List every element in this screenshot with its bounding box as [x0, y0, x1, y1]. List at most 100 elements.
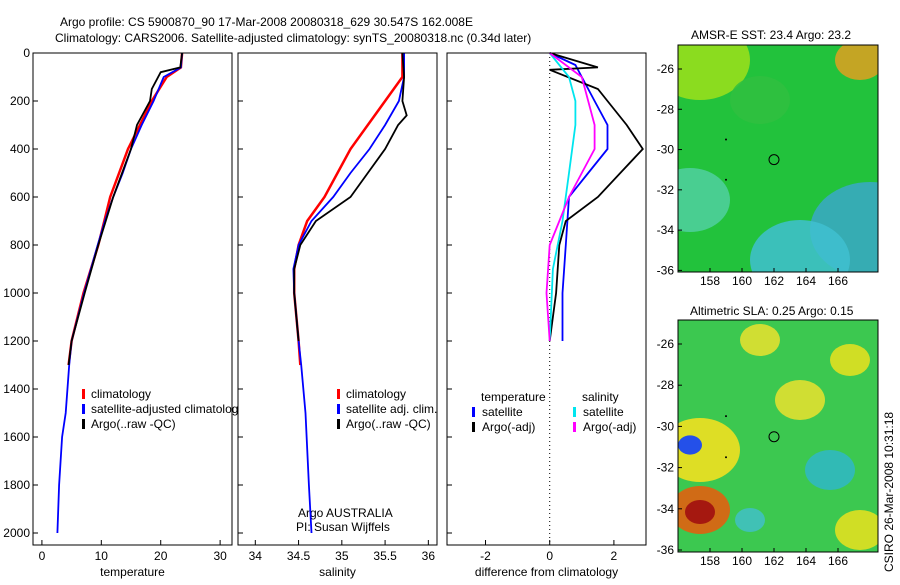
legend-header-salinity: salinity [582, 390, 619, 404]
field-blob [678, 418, 740, 482]
x-tick-label: 30 [213, 549, 227, 563]
float-position-marker [768, 431, 780, 443]
series-line-temperature-argo-adj- [548, 52, 644, 342]
y-tick-label: 1000 [3, 286, 30, 300]
previous-position-dot [725, 138, 727, 141]
y-tick-label: 0 [23, 46, 30, 60]
lat-tick-label: -34 [657, 223, 675, 237]
x-axis-label: difference from climatology [475, 565, 618, 579]
legend-swatch [573, 422, 576, 432]
previous-position-dot [725, 178, 727, 181]
y-tick-label: 400 [10, 142, 30, 156]
field-blob [685, 500, 715, 524]
plot-frame [446, 52, 647, 546]
lon-tick-label: 160 [732, 554, 752, 568]
profile-panel-2: -2 0 2 difference from climatology temperatu… [446, 52, 647, 579]
previous-position-dot [725, 456, 727, 459]
field-blob [740, 324, 780, 356]
lat-tick-label: -28 [657, 378, 675, 392]
lat-tick-label: -28 [657, 102, 675, 116]
legend-swatch [337, 419, 340, 429]
field-blob [830, 344, 870, 376]
legend-swatch [337, 404, 340, 414]
x-tick-label: 35 [335, 549, 349, 563]
map-sst: 158 160 162 164 166 -26 -28 -30 -32 -34 -36 [657, 44, 879, 288]
series-line-climatology [292, 53, 404, 366]
x-tick-label: 34 [249, 549, 263, 563]
lat-tick-label: -32 [657, 183, 675, 197]
y-tick-label: 200 [10, 94, 30, 108]
field-blob [835, 510, 878, 550]
map-title-sst: AMSR-E SST: 23.4 Argo: 23.2 [691, 28, 851, 42]
x-tick-label: 0 [546, 549, 553, 563]
lat-tick-label: -36 [657, 263, 675, 277]
map-frame [677, 44, 879, 273]
legend-swatch [82, 419, 85, 429]
x-axis-label: salinity [319, 565, 356, 579]
profile-panel-0: 0 10 20 30 temperature 0 200 400 600 800 1000 1200 1… [3, 46, 238, 579]
lon-tick-label: 158 [700, 554, 720, 568]
map-title-sla: Altimetric SLA: 0.25 Argo: 0.15 [690, 304, 854, 318]
legend-label: Argo(-adj) [583, 420, 636, 434]
plot-frame [237, 52, 438, 546]
legend-label: Argo(-adj) [482, 420, 535, 434]
legend-swatch [472, 407, 475, 417]
x-tick-label: -2 [480, 549, 491, 563]
legend-swatch [337, 389, 340, 399]
field-blob [730, 76, 790, 124]
x-tick-label: 36 [422, 549, 436, 563]
lat-tick-label: -34 [657, 502, 675, 516]
lon-tick-label: 164 [796, 274, 816, 288]
field-blob [750, 220, 850, 272]
map-field [678, 45, 878, 272]
legend-label: satellite adj. clim. [346, 402, 437, 416]
lon-tick-label: 162 [764, 554, 784, 568]
y-tick-label: 1200 [3, 334, 30, 348]
map-sla: 158 160 162 164 166 -26 -28 -30 -32 -34 -36 [657, 319, 879, 568]
map-frame [677, 319, 879, 553]
legend-header-temperature: temperature [481, 390, 546, 404]
title-line-2: Climatology: CARS2006. Satellite-adjuste… [55, 31, 531, 45]
lat-tick-label: -30 [657, 419, 675, 433]
float-position-marker [768, 154, 780, 166]
lon-tick-label: 166 [828, 554, 848, 568]
y-tick-label: 1800 [3, 478, 30, 492]
title-line-1: Argo profile: CS 5900870_90 17-Mar-2008 … [60, 15, 473, 29]
field-blob [678, 435, 702, 455]
x-axis-label: temperature [100, 565, 165, 579]
previous-position-dot [725, 415, 727, 418]
lon-tick-label: 164 [796, 554, 816, 568]
x-tick-label: 10 [95, 549, 109, 563]
map-field [678, 320, 878, 552]
legend-label: satellite [482, 405, 523, 419]
field-blob [835, 45, 878, 80]
legend-label: Argo(..raw -QC) [346, 417, 431, 431]
legend-swatch [82, 404, 85, 414]
footer-org: Argo AUSTRALIA [298, 506, 393, 520]
lon-tick-label: 166 [828, 274, 848, 288]
footer-stamp: CSIRO 26-Mar-2008 10:31:18 [882, 412, 896, 572]
lat-tick-label: -30 [657, 143, 675, 157]
legend-swatch [472, 422, 475, 432]
x-tick-label: 34.5 [287, 549, 311, 563]
series-line-satellite-adj-clim- [292, 53, 406, 534]
legend-swatch [573, 407, 576, 417]
x-tick-label: 0 [39, 549, 46, 563]
series-line-climatology [67, 52, 184, 366]
legend-label: climatology [346, 387, 406, 401]
y-tick-label: 800 [10, 238, 30, 252]
y-tick-label: 600 [10, 190, 30, 204]
lat-tick-label: -36 [657, 543, 675, 557]
profile-panel-1: 34 34.5 35 35.5 36 salinity climatologysatelli… [237, 52, 438, 579]
legend-label: satellite-adjusted climatolog [91, 402, 238, 416]
lat-tick-label: -26 [657, 337, 675, 351]
series-line-argo-raw-qc- [67, 52, 183, 366]
series-line-satellite-adjusted-climatology [56, 52, 183, 534]
field-blob [678, 168, 730, 232]
footer-pi: PI: Susan Wijffels [296, 520, 390, 534]
lon-tick-label: 160 [732, 274, 752, 288]
field-blob [735, 508, 765, 532]
plot-frame [32, 52, 233, 546]
